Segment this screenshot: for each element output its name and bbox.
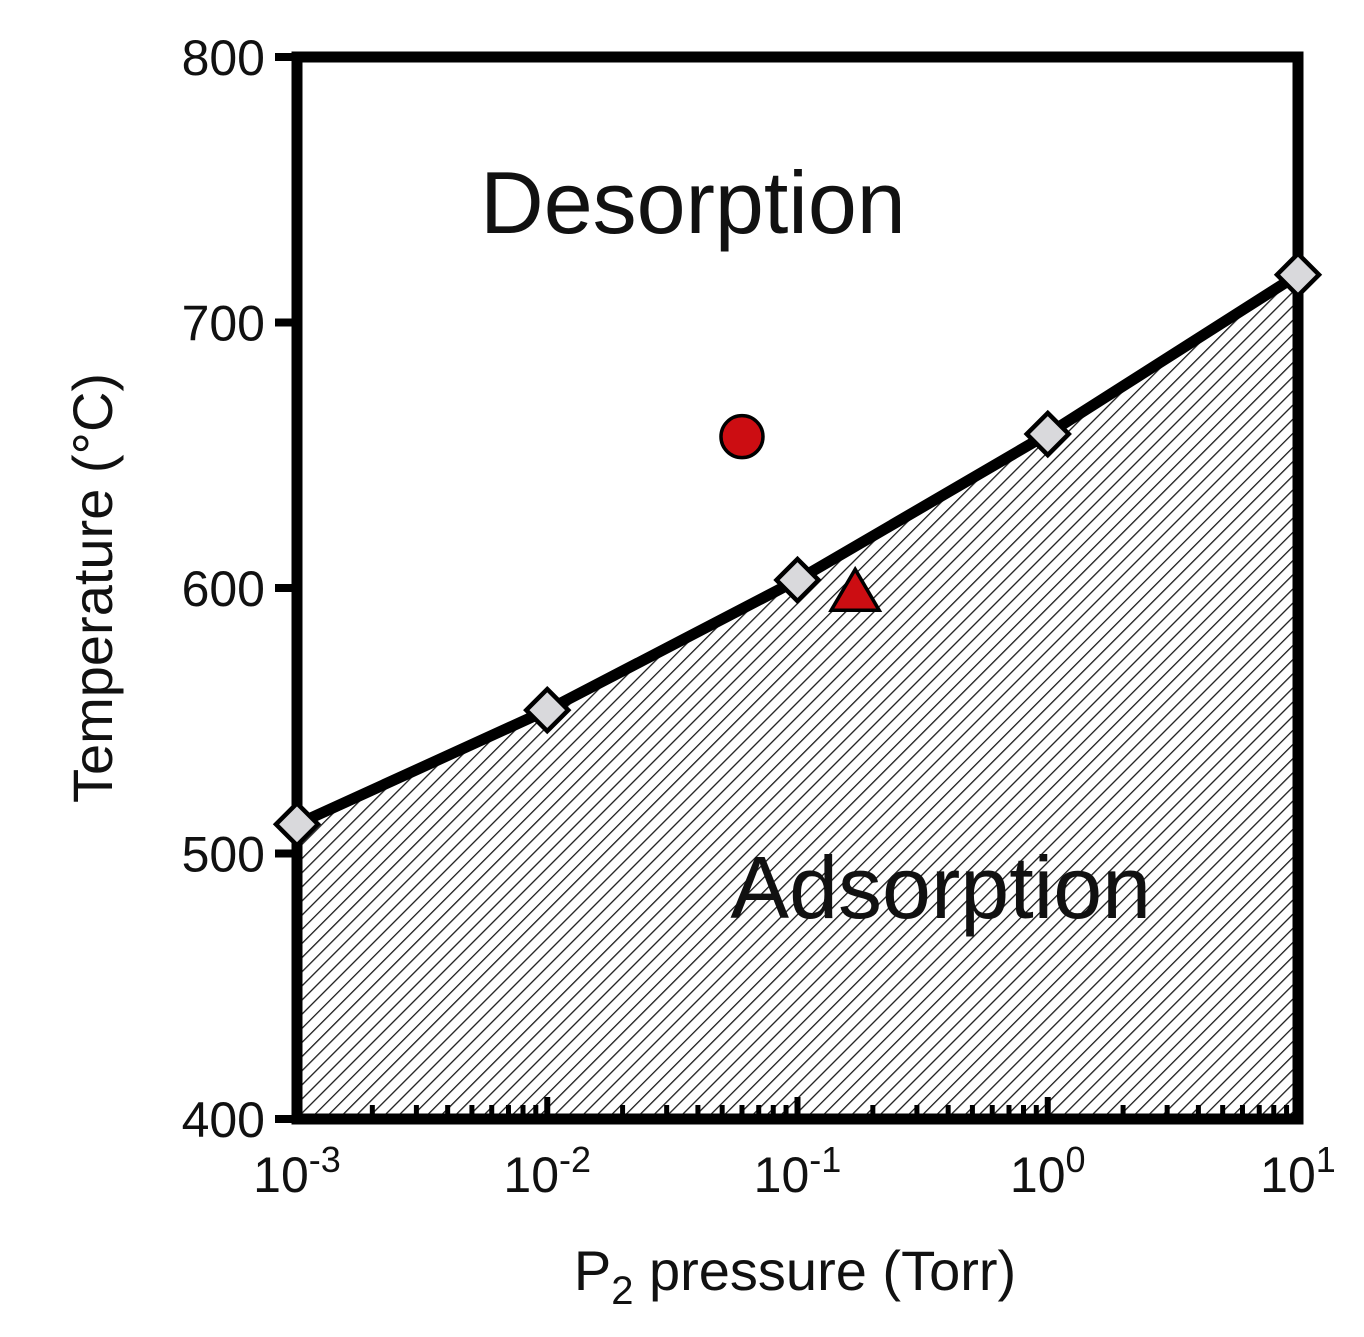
x-tick-base: 10 <box>1010 1147 1066 1203</box>
diamond-marker <box>272 800 322 849</box>
x-title-prefix: P <box>574 1239 611 1302</box>
adsorption-label: Adsorption <box>730 838 1151 937</box>
x-tick-exponent: -3 <box>309 1139 341 1180</box>
data-markers <box>272 250 1323 849</box>
y-tick-label: 400 <box>182 1092 265 1148</box>
x-tick-exponent: 0 <box>1066 1139 1086 1180</box>
red-triangle-marker <box>828 565 883 613</box>
x-tick-base: 10 <box>1260 1147 1316 1203</box>
x-tick-label: 10-2 <box>503 1139 591 1203</box>
x-tick-exponent: -1 <box>809 1139 841 1180</box>
y-tick-label: 600 <box>182 561 265 617</box>
x-title-suffix: pressure (Torr) <box>633 1239 1016 1302</box>
y-tick-labels: 400 500 600 700 800 <box>182 30 265 1148</box>
diamond-marker <box>523 685 572 735</box>
x-tick-base: 10 <box>754 1147 810 1203</box>
x-tick-exponent: 1 <box>1316 1139 1336 1180</box>
diamond-marker <box>1273 250 1323 299</box>
diamond-marker <box>1023 409 1072 459</box>
adsorption-region-hatched <box>297 274 1298 1119</box>
x-tick-label: 101 <box>1260 1139 1336 1203</box>
x-tick-label: 10-3 <box>253 1139 341 1203</box>
y-tick-label: 800 <box>182 30 265 86</box>
x-tick-base: 10 <box>253 1147 309 1203</box>
x-title-subscript: 2 <box>611 1269 633 1313</box>
diamond-marker <box>773 555 822 605</box>
y-tick-label: 500 <box>182 827 265 883</box>
y-tick-label: 700 <box>182 296 265 352</box>
desorption-label: Desorption <box>480 153 906 252</box>
plot-frame <box>291 51 1304 1125</box>
x-tick-exponent: -2 <box>559 1139 591 1180</box>
x-tick-labels: 10-3 10-2 10-1 100 101 <box>253 1139 1336 1203</box>
y-axis-title: Temperature (°C) <box>61 373 124 803</box>
x-tick-base: 10 <box>503 1147 559 1203</box>
x-tick-label: 100 <box>1010 1139 1086 1203</box>
x-tick-label: 10-1 <box>754 1139 842 1203</box>
x-axis-title: P2 pressure (Torr) <box>574 1239 1016 1313</box>
red-circle-marker <box>719 413 765 460</box>
